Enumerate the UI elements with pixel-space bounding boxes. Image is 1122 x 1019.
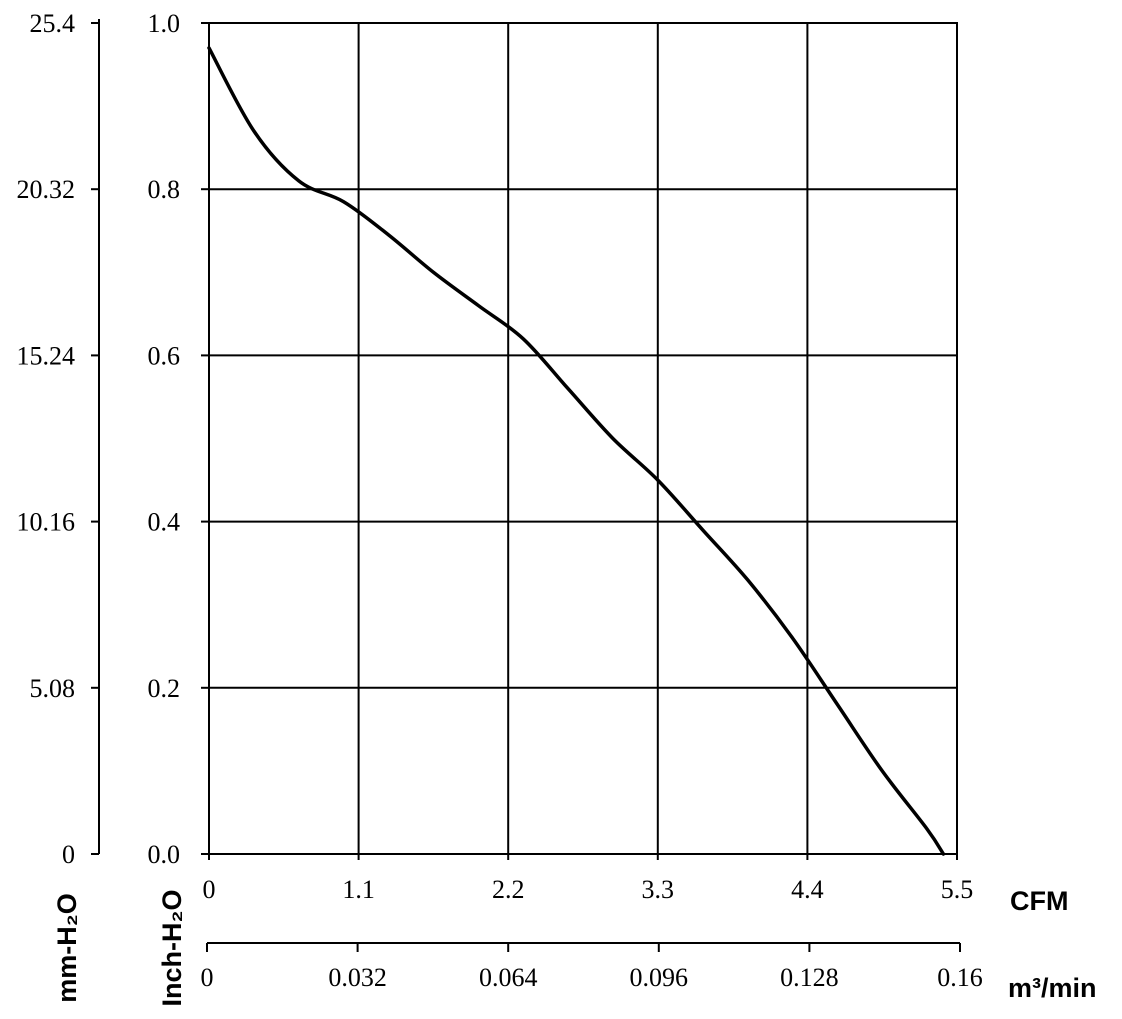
grid [208,22,958,855]
mm-h2o-axis-label: mm-H₂O [52,893,82,1003]
cfm-tick-label: 0 [203,875,216,904]
pressure-flow-curve [207,46,946,856]
m3min-axis-label: m³/min [1008,973,1097,1003]
cfm-tick-label: 1.1 [342,875,375,904]
m3min-tick-label: 0.128 [780,963,839,992]
cfm-tick-label: 5.5 [941,875,974,904]
inch-tick-label: 0.4 [148,508,181,537]
m3min-tick-label: 0.032 [328,963,387,992]
cfm-tick-label: 3.3 [642,875,675,904]
curve-layer [207,46,946,856]
mm-tick-label: 10.16 [17,508,76,537]
inch-tick-label: 0.8 [148,175,181,204]
mm-tick-label: 20.32 [17,175,76,204]
plot-frame [208,22,958,855]
mm-tick-label: 5.08 [30,674,76,703]
tick-labels: 0.0 0.2 0.4 0.6 0.8 1.0 0 5.08 10.16 15.24 20.32 25… [17,9,983,992]
inch-tick-label: 0.0 [148,840,181,869]
m3min-tick-label: 0.064 [479,963,538,992]
m3min-tick-label: 0.096 [630,963,689,992]
mm-tick-label: 0 [62,840,75,869]
inch-h2o-axis-label: Inch-H₂O [157,890,187,1007]
inch-tick-label: 0.6 [148,341,181,370]
inch-tick-label: 0.2 [148,674,181,703]
mm-tick-label: 25.4 [30,9,76,38]
mm-tick-label: 15.24 [17,341,76,370]
cfm-tick-label: 2.2 [492,875,525,904]
axes [91,19,961,952]
m3min-tick-label: 0 [201,963,214,992]
cfm-axis-label: CFM [1010,886,1068,916]
inch-tick-label: 1.0 [148,9,181,38]
m3min-tick-label: 0.16 [937,963,983,992]
cfm-tick-label: 4.4 [791,875,824,904]
